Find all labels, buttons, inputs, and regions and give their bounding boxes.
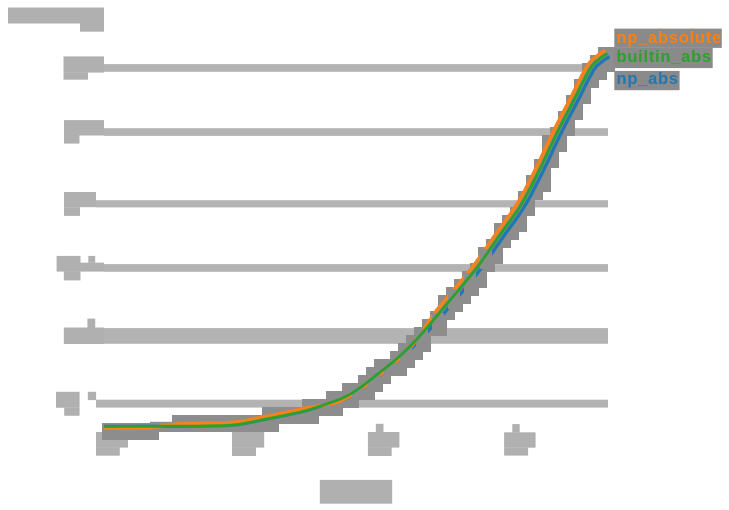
svg-text:builtin_abs: builtin_abs: [617, 48, 712, 66]
svg-text:np_abs: np_abs: [617, 70, 679, 88]
svg-text:np_absolute: np_absolute: [617, 29, 722, 47]
